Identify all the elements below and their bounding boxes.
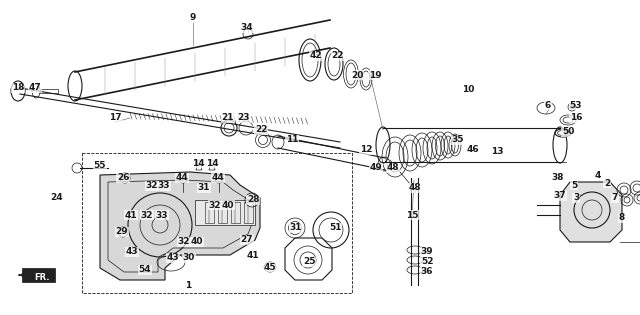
Text: 44: 44: [175, 174, 188, 182]
Text: 15: 15: [406, 210, 419, 220]
Text: 53: 53: [570, 100, 582, 110]
Text: 17: 17: [109, 113, 122, 123]
Text: 30: 30: [183, 254, 195, 262]
Text: 5: 5: [571, 180, 577, 190]
Text: 50: 50: [562, 128, 574, 136]
Text: 42: 42: [310, 51, 323, 60]
Text: 9: 9: [190, 14, 196, 22]
Text: 28: 28: [247, 196, 259, 204]
Polygon shape: [100, 172, 260, 280]
Text: 54: 54: [139, 266, 151, 274]
Text: 31: 31: [290, 224, 302, 232]
Text: 41: 41: [246, 250, 259, 260]
Text: 11: 11: [285, 135, 298, 145]
Text: 24: 24: [51, 193, 63, 203]
Text: 16: 16: [570, 113, 582, 123]
Bar: [231, 202, 240, 223]
Text: 29: 29: [116, 227, 128, 237]
Text: 14: 14: [205, 158, 218, 168]
Text: 33: 33: [156, 210, 168, 220]
Text: 32: 32: [178, 238, 190, 247]
Text: 23: 23: [237, 113, 250, 123]
Text: 39: 39: [420, 248, 433, 256]
Bar: [218, 202, 227, 223]
Text: 37: 37: [554, 192, 566, 201]
Text: 49: 49: [370, 163, 382, 173]
Text: 10: 10: [462, 85, 474, 94]
Text: 32: 32: [141, 210, 153, 220]
Text: 36: 36: [420, 267, 433, 277]
Text: 47: 47: [29, 83, 42, 93]
Text: 55: 55: [93, 161, 106, 169]
Text: 44: 44: [212, 174, 225, 182]
Text: 18: 18: [12, 83, 24, 93]
Text: 3: 3: [573, 193, 579, 203]
Text: 48: 48: [387, 163, 399, 173]
Text: 21: 21: [221, 113, 234, 123]
Text: 4: 4: [595, 170, 601, 180]
Polygon shape: [560, 182, 622, 242]
Text: 43: 43: [166, 254, 179, 262]
Text: 41: 41: [125, 210, 138, 220]
Text: 31: 31: [198, 184, 211, 192]
Bar: [205, 202, 214, 223]
Text: 1: 1: [185, 280, 191, 289]
Polygon shape: [22, 268, 55, 282]
Text: 20: 20: [351, 71, 363, 79]
Text: 6: 6: [545, 100, 551, 110]
Text: 22: 22: [255, 125, 268, 135]
Text: 25: 25: [303, 257, 316, 266]
Polygon shape: [195, 200, 255, 225]
Text: 33: 33: [157, 181, 170, 191]
Text: 14: 14: [192, 158, 204, 168]
Text: 2: 2: [604, 179, 610, 187]
Text: 52: 52: [420, 257, 433, 266]
Text: 34: 34: [241, 24, 253, 32]
Text: 22: 22: [332, 51, 344, 60]
Text: 35: 35: [452, 135, 464, 145]
Bar: [40, 89, 58, 93]
Text: 43: 43: [125, 248, 138, 256]
Text: FR.: FR.: [35, 272, 50, 282]
Text: 32: 32: [209, 201, 221, 209]
Text: 19: 19: [369, 71, 381, 79]
Text: 51: 51: [329, 224, 341, 232]
Bar: [244, 202, 253, 223]
Text: 8: 8: [619, 214, 625, 222]
Text: 48: 48: [409, 184, 421, 192]
Text: 45: 45: [264, 262, 276, 272]
Text: 40: 40: [221, 201, 234, 209]
Bar: [82, 153, 352, 293]
Text: 38: 38: [552, 174, 564, 182]
Text: 46: 46: [467, 146, 479, 154]
Text: 26: 26: [116, 174, 129, 182]
Text: 13: 13: [491, 147, 503, 157]
Text: 32: 32: [146, 181, 158, 191]
Text: 7: 7: [612, 193, 618, 203]
Text: 12: 12: [360, 146, 372, 154]
Text: 40: 40: [191, 238, 204, 247]
Text: 27: 27: [241, 236, 253, 244]
